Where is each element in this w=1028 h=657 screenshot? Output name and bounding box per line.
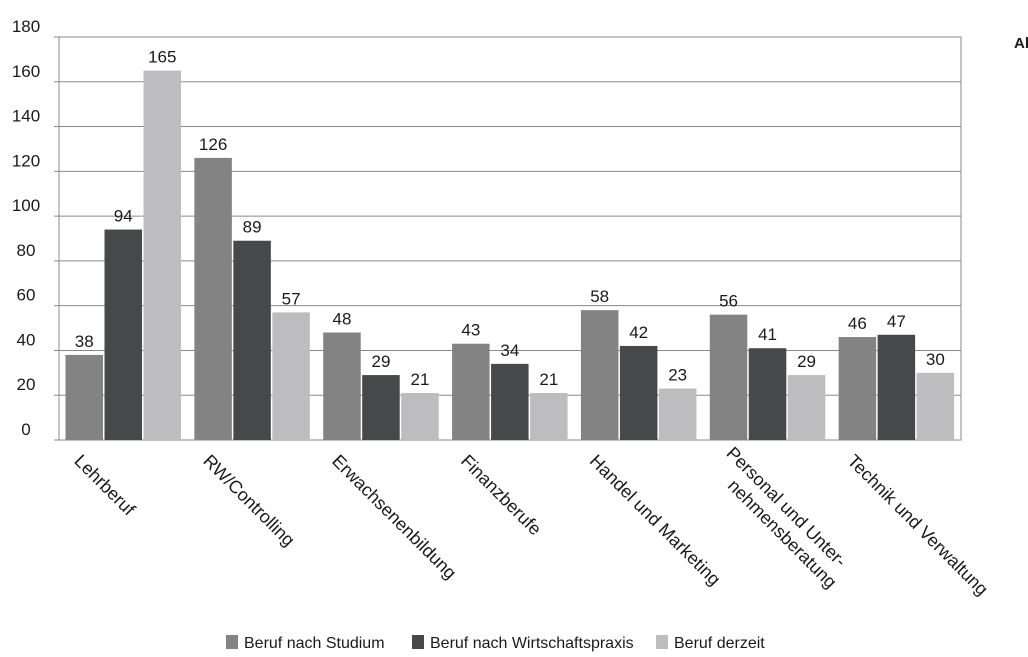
category-label: Finanzberufe: [457, 451, 545, 539]
data-label: 47: [887, 312, 906, 331]
bar: [658, 388, 697, 440]
x-axis-category-labels: Lehrberuf RW/Controlling Erwachsenenbildun…: [70, 443, 992, 599]
data-label: 43: [461, 321, 480, 340]
bar: [709, 314, 748, 440]
bar: [362, 375, 400, 440]
data-label: 56: [719, 292, 738, 311]
bar: [530, 392, 568, 440]
y-tick-label: 180: [12, 17, 40, 36]
y-axis-ticks: 0 20 40 60 80 100 120 140 160 180: [12, 17, 59, 441]
category-label-line: Finanzberufe: [457, 451, 545, 539]
bar: [194, 157, 232, 440]
category-label: Erwachsenenbildung: [328, 451, 460, 583]
data-label: 41: [758, 325, 777, 344]
data-label: 46: [848, 314, 867, 333]
bar: [401, 392, 439, 440]
category-label-line: Handel und Marketing: [586, 451, 725, 590]
data-label: 38: [75, 332, 94, 351]
category-label: Personal und Unter-nehmensberatung: [722, 443, 850, 592]
data-label: 165: [148, 48, 176, 67]
bar: [233, 240, 271, 440]
legend-label: Beruf nach Wirtschaftspraxis: [430, 635, 634, 652]
data-label: 57: [282, 289, 301, 308]
bar: [580, 310, 619, 440]
bars: [65, 70, 955, 440]
legend-swatch: [412, 635, 424, 649]
bar: [787, 375, 826, 440]
category-label-line: Lehrberuf: [70, 451, 139, 520]
bar: [619, 345, 658, 440]
bar: [323, 332, 361, 440]
category-label: Handel und Marketing: [586, 451, 725, 590]
data-label: 89: [243, 218, 262, 237]
y-tick-label: 20: [17, 375, 36, 394]
data-label: 126: [199, 135, 227, 154]
legend-label: Beruf derzeit: [674, 635, 765, 652]
bar: [838, 337, 877, 440]
category-label: RW/Controlling: [199, 451, 299, 551]
category-label-line: Technik und Verwaltung: [844, 451, 993, 600]
y-tick-label: 100: [12, 196, 40, 215]
data-label: 94: [114, 207, 133, 226]
cut-off-corner-text: Al: [1014, 35, 1028, 52]
data-label: 21: [411, 370, 430, 389]
data-label: 21: [539, 370, 558, 389]
bar: [916, 372, 955, 440]
y-tick-label: 140: [12, 107, 40, 126]
data-label: 42: [629, 323, 648, 342]
bar: [877, 334, 916, 440]
data-label: 34: [500, 341, 519, 360]
bar: [452, 343, 490, 440]
data-labels: 38 94 165 126 89 57 48 29 21 43 34 21 58 42 23 56 41 29 46…: [75, 48, 945, 389]
bar: [65, 354, 103, 440]
legend-label: Beruf nach Studium: [244, 635, 385, 652]
y-tick-label: 60: [17, 286, 36, 305]
data-label: 48: [333, 310, 352, 329]
category-label-line: RW/Controlling: [199, 451, 299, 551]
y-tick-label: 40: [17, 330, 36, 349]
y-tick-label: 120: [12, 151, 40, 170]
legend: Beruf nach Studium Beruf nach Wirtschafts…: [226, 635, 765, 652]
y-tick-label: 0: [21, 420, 30, 439]
legend-swatch: [656, 635, 668, 649]
bar: [143, 70, 181, 440]
category-label-line: Erwachsenenbildung: [328, 451, 460, 583]
bar: [748, 348, 787, 440]
category-label: Technik und Verwaltung: [844, 451, 993, 600]
y-tick-label: 160: [12, 62, 40, 81]
y-tick-label: 80: [17, 241, 36, 260]
bar: [491, 363, 529, 440]
data-label: 29: [372, 352, 391, 371]
category-label: Lehrberuf: [70, 451, 139, 520]
legend-swatch: [226, 635, 238, 649]
data-label: 30: [926, 350, 945, 369]
data-label: 58: [590, 287, 609, 306]
bar: [272, 312, 310, 440]
data-label: 23: [668, 366, 687, 385]
bar: [104, 229, 142, 440]
data-label: 29: [797, 352, 816, 371]
